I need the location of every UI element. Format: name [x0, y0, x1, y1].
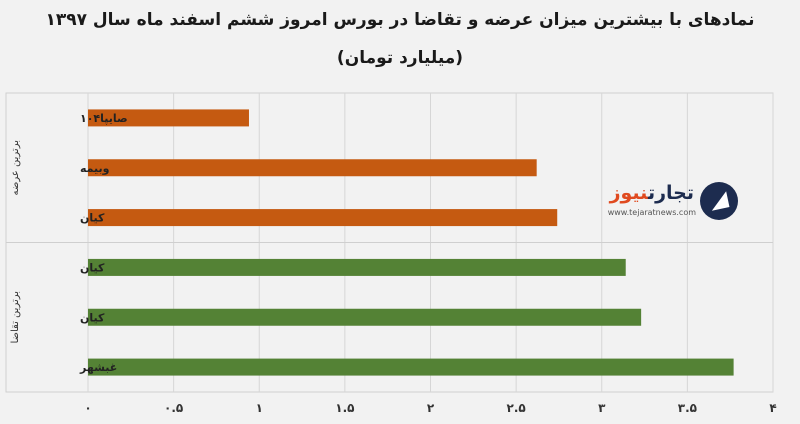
chart-subtitle-unit: (میلیارد تومان): [336, 48, 464, 68]
bar: [88, 358, 734, 376]
bar: [88, 109, 249, 127]
x-tick-label: ۳.۵: [678, 401, 697, 415]
category-label: صایپا۱۰۴: [80, 112, 128, 125]
category-label: غبشهر: [79, 361, 117, 374]
group-label: برترین تقاضا: [10, 291, 21, 344]
logo-name: تجارتنیوز: [609, 182, 694, 204]
tejaratnews-logo: تجارتنیوز www.tejaratnews.com: [592, 180, 742, 224]
logo-url: www.tejaratnews.com: [607, 208, 696, 217]
logo-mark-icon: [700, 182, 738, 220]
category-label: کیان: [80, 261, 105, 274]
bar: [88, 308, 642, 326]
bar: [88, 258, 626, 276]
x-tick-label: ۱: [256, 401, 263, 415]
chart-title: نمادهای با بیشترین میزان عرضه و تقاضا در…: [45, 10, 755, 30]
group-label: برترین عرضه: [10, 140, 21, 196]
x-tick-label: ۲.۵: [507, 401, 526, 415]
x-tick-label: ۰: [84, 401, 91, 415]
category-label: کیان: [80, 311, 105, 324]
bar: [88, 209, 558, 227]
x-tick-label: ۲: [427, 401, 435, 415]
category-label: کیان: [80, 212, 105, 225]
x-tick-label: ۳: [598, 401, 606, 415]
bar: [88, 159, 537, 177]
category-label: وبیمه: [80, 162, 110, 175]
x-tick-label: ۴: [769, 401, 776, 415]
x-tick-label: ۰.۵: [164, 401, 183, 415]
x-tick-label: ۱.۵: [335, 401, 354, 415]
